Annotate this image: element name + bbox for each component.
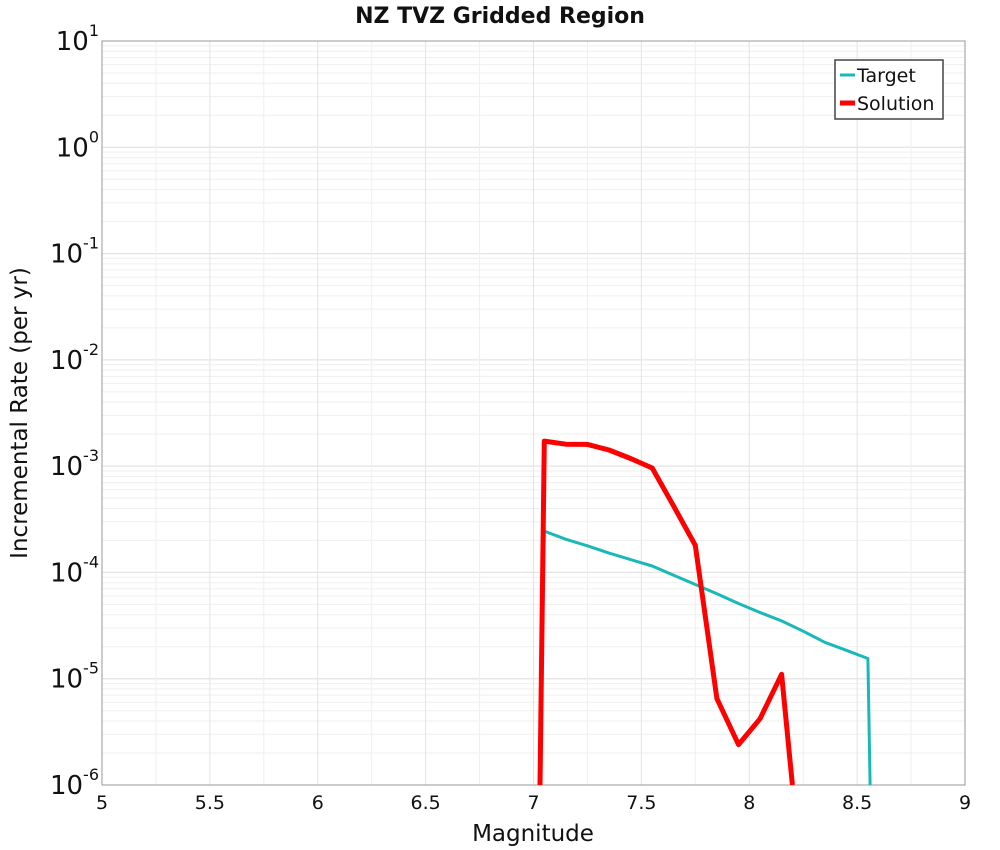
legend-box	[834, 59, 944, 120]
x-tick-labels: 5 5.5 6 6.5 7 7.5 8 8.5 9	[96, 792, 971, 814]
plot-frame	[101, 40, 966, 786]
y-tick-label: 10-2	[50, 340, 99, 376]
y-tick-labels: 10-6 10-5 10-4 10-3 10-2 10-1 100 101	[50, 21, 99, 801]
x-tick-label: 8	[743, 792, 755, 814]
x-tick-label: 6	[312, 792, 324, 814]
legend-label-target: Target	[856, 65, 916, 87]
grid	[101, 40, 966, 786]
legend: Target Solution	[834, 59, 944, 120]
y-tick-label: 10-1	[50, 234, 99, 270]
y-tick-label: 100	[56, 127, 99, 163]
x-tick-label: 6.5	[411, 792, 441, 814]
y-tick-label: 10-3	[50, 446, 99, 482]
x-tick-label: 7	[527, 792, 539, 814]
target-series-line	[538, 529, 872, 786]
x-tick-label: 5.5	[195, 792, 225, 814]
x-tick-label: 9	[959, 792, 971, 814]
x-axis-label: Magnitude	[472, 821, 594, 847]
legend-label-solution: Solution	[857, 93, 934, 115]
y-tick-label: 10-4	[50, 552, 99, 588]
solution-series-line	[537, 438, 795, 786]
y-axis-label: Incremental Rate (per yr)	[7, 267, 33, 559]
x-tick-label: 7.5	[626, 792, 656, 814]
y-tick-label: 101	[56, 21, 99, 57]
y-tick-label: 10-6	[50, 765, 99, 801]
x-tick-label: 8.5	[842, 792, 872, 814]
series-layer	[537, 438, 872, 786]
x-tick-label: 5	[96, 792, 108, 814]
y-tick-label: 10-5	[50, 659, 99, 695]
chart-title: NZ TVZ Gridded Region	[355, 4, 645, 29]
